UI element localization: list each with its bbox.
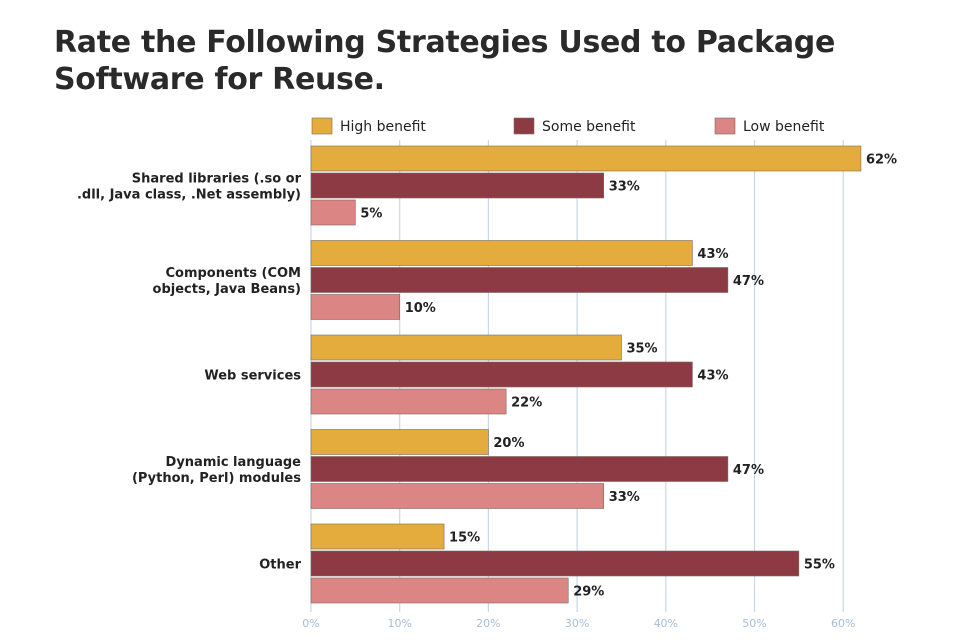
bar xyxy=(310,388,507,415)
data-label: 5% xyxy=(360,207,382,222)
legend-label: Some benefit xyxy=(542,119,636,135)
chart-title-line-1: Rate the Following Strategies Used to Pa… xyxy=(54,25,835,60)
data-label: 43% xyxy=(697,247,728,262)
data-label: 29% xyxy=(573,585,604,600)
data-label: 20% xyxy=(493,436,524,451)
data-label: 55% xyxy=(804,558,835,573)
bar xyxy=(310,361,693,388)
legend-swatch xyxy=(714,117,736,135)
category-label: objects, Java Beans) xyxy=(153,282,301,297)
bar xyxy=(310,267,729,293)
bar xyxy=(310,294,400,320)
data-label: 33% xyxy=(609,180,640,195)
x-tick-label: 10% xyxy=(387,617,411,630)
bar xyxy=(310,456,729,482)
bar xyxy=(310,145,862,172)
category-label: .dll, Java class, .Net assembly) xyxy=(77,188,301,203)
data-label: 47% xyxy=(733,463,764,478)
data-label: 35% xyxy=(626,342,657,357)
chart-title: Rate the Following Strategies Used to Pa… xyxy=(54,24,914,98)
category-label: Components (COM xyxy=(165,266,301,281)
category-label: Web services xyxy=(204,369,301,384)
legend-label: Low benefit xyxy=(743,119,825,135)
x-axis-ticks: 0% 10% 20% 30% 40% 50% 60% xyxy=(302,617,855,630)
x-tick-label: 50% xyxy=(742,617,766,630)
bar xyxy=(310,334,622,361)
category-label: (Python, Perl) modules xyxy=(132,471,301,486)
legend-swatch xyxy=(513,117,535,135)
bar xyxy=(310,550,800,577)
x-tick-label: 40% xyxy=(654,617,678,630)
bars xyxy=(310,145,862,604)
bar xyxy=(310,577,569,604)
bar xyxy=(310,523,445,550)
data-label: 47% xyxy=(733,274,764,289)
x-tick-label: 20% xyxy=(476,617,500,630)
x-tick-label: 60% xyxy=(831,617,855,630)
data-label: 62% xyxy=(866,153,897,168)
legend-label: High benefit xyxy=(340,119,426,135)
data-label: 43% xyxy=(697,369,728,384)
data-label: 22% xyxy=(511,396,542,411)
bar xyxy=(310,240,693,266)
bar xyxy=(310,483,605,509)
legend: High benefit Some benefit Low benefit xyxy=(311,117,825,135)
data-labels: 62% 33% 5% 43% 47% 10% 35% 43% 22% 20% 47% 33% 15% 55… xyxy=(360,153,897,600)
x-tick-label: 0% xyxy=(302,617,319,630)
chart-title-line-2: Software for Reuse. xyxy=(54,62,385,97)
data-label: 15% xyxy=(449,531,480,546)
data-label: 10% xyxy=(405,301,436,316)
bar xyxy=(310,172,605,199)
x-tick-label: 30% xyxy=(565,617,589,630)
data-label: 33% xyxy=(609,490,640,505)
category-label: Shared libraries (.so or xyxy=(132,172,302,187)
bar xyxy=(310,199,356,226)
legend-swatch xyxy=(311,117,333,135)
category-label: Dynamic language xyxy=(166,455,302,470)
category-labels: Shared libraries (.so or.dll, Java class… xyxy=(77,172,302,573)
bar xyxy=(310,429,489,455)
category-label: Other xyxy=(259,558,301,573)
